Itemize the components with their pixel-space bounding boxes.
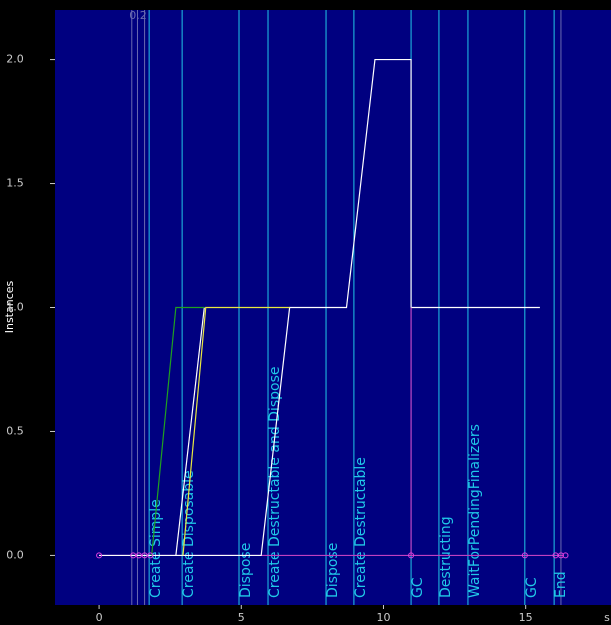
marker xyxy=(521,552,528,559)
event-label: Create Destructable xyxy=(353,457,369,598)
event-label: Create Disposable xyxy=(181,470,197,598)
x-tick-label: 5 xyxy=(238,611,245,624)
y-tick-label: 1.5 xyxy=(6,177,24,190)
event-label: Dispose xyxy=(238,543,254,598)
y-tick-label: 2.0 xyxy=(6,53,24,66)
x-tick-label: 0 xyxy=(96,611,103,624)
top-annotation: 0.2 xyxy=(129,9,147,22)
y-tick-label: 1.0 xyxy=(6,301,24,314)
series-line xyxy=(182,306,290,556)
event-label: Create Destructable and Dispose xyxy=(267,367,283,599)
y-tick-label: 0.5 xyxy=(6,424,24,437)
y-tick-label: 0.0 xyxy=(6,548,24,561)
series-line xyxy=(99,58,540,557)
series-line xyxy=(151,306,205,556)
event-label: GC xyxy=(524,577,540,598)
event-label: Destructing xyxy=(438,516,454,598)
marker xyxy=(135,552,142,559)
event-label: End xyxy=(553,571,569,598)
event-label: GC xyxy=(410,577,426,598)
marker xyxy=(141,552,148,559)
marker xyxy=(130,552,137,559)
event-label: Dispose xyxy=(325,543,341,598)
marker xyxy=(408,552,415,559)
event-label: WaitForPendingFinalizers xyxy=(467,424,483,598)
x-tick-label: 10 xyxy=(376,611,390,624)
series-line xyxy=(175,307,205,556)
marker xyxy=(562,552,569,559)
y-axis-label: Instances xyxy=(3,280,16,333)
marker xyxy=(147,552,154,559)
x-axis-label: s xyxy=(604,611,610,624)
marker xyxy=(96,552,103,559)
event-label: Create Simple xyxy=(148,499,164,598)
x-tick-label: 15 xyxy=(519,611,533,624)
